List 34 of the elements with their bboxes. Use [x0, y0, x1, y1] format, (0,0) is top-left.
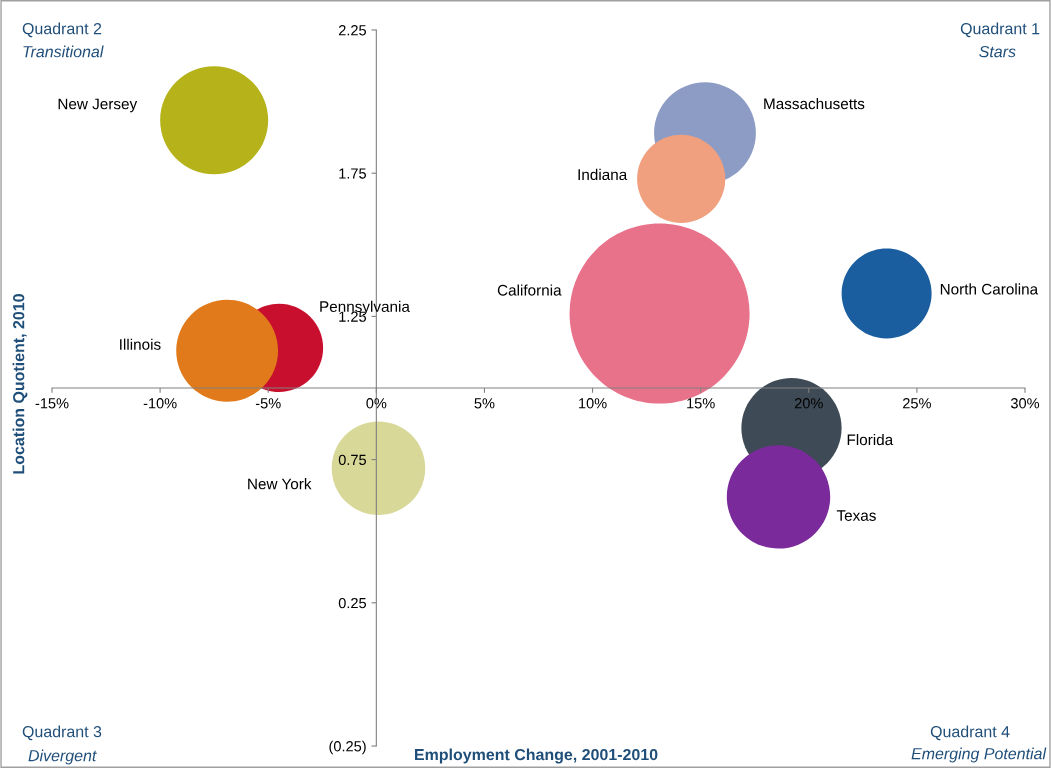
y-tick-label: 1.75 [339, 168, 366, 179]
x-tick-label: 0% [366, 398, 387, 409]
x-axis-title: Employment Change, 2001-2010 [415, 748, 658, 764]
y-tick-label: 0.25 [338, 597, 366, 609]
x-tick-label: 30% [1010, 398, 1040, 409]
series-label: Texas [836, 510, 876, 521]
series-label: Indiana [578, 168, 628, 181]
x-tick-label: 25% [903, 398, 931, 409]
x-tick-label: 5% [474, 398, 495, 409]
text: Divergent [28, 749, 97, 765]
series-label: North Carolina [940, 283, 1039, 295]
series-label: Massachusetts [764, 97, 865, 110]
x-tick-label: 20% [794, 398, 823, 409]
annotation: Stars [979, 45, 1016, 58]
x-tick-label: 10% [579, 398, 607, 409]
x-tick-label: -10% [143, 398, 177, 409]
x-tick-label: -15% [35, 398, 69, 409]
series-label: New York [248, 478, 312, 490]
y-axis-title: Location Quotient, 2010 [12, 294, 28, 474]
annotation: Quadrant 1 [960, 22, 1040, 38]
series-label: Florida [847, 433, 894, 446]
annotation: Quadrant 4 [930, 725, 1010, 741]
annotation: Quadrant 3 [22, 725, 102, 741]
text: Emerging Potential [911, 747, 1047, 763]
x-tick-label: -5% [255, 398, 281, 409]
annotation: Transitional [23, 45, 104, 58]
series-label: California [497, 284, 562, 296]
y-tick-label: (0.25) [329, 740, 366, 755]
y-tick-label: 0.75 [338, 454, 366, 466]
series-label: Illinois [120, 338, 161, 350]
annotation: Quadrant 2 [22, 22, 102, 38]
series-label: New Jersey [58, 98, 138, 113]
x-tick-label: 15% [687, 398, 715, 409]
y-tick-label: 2.25 [338, 25, 366, 36]
